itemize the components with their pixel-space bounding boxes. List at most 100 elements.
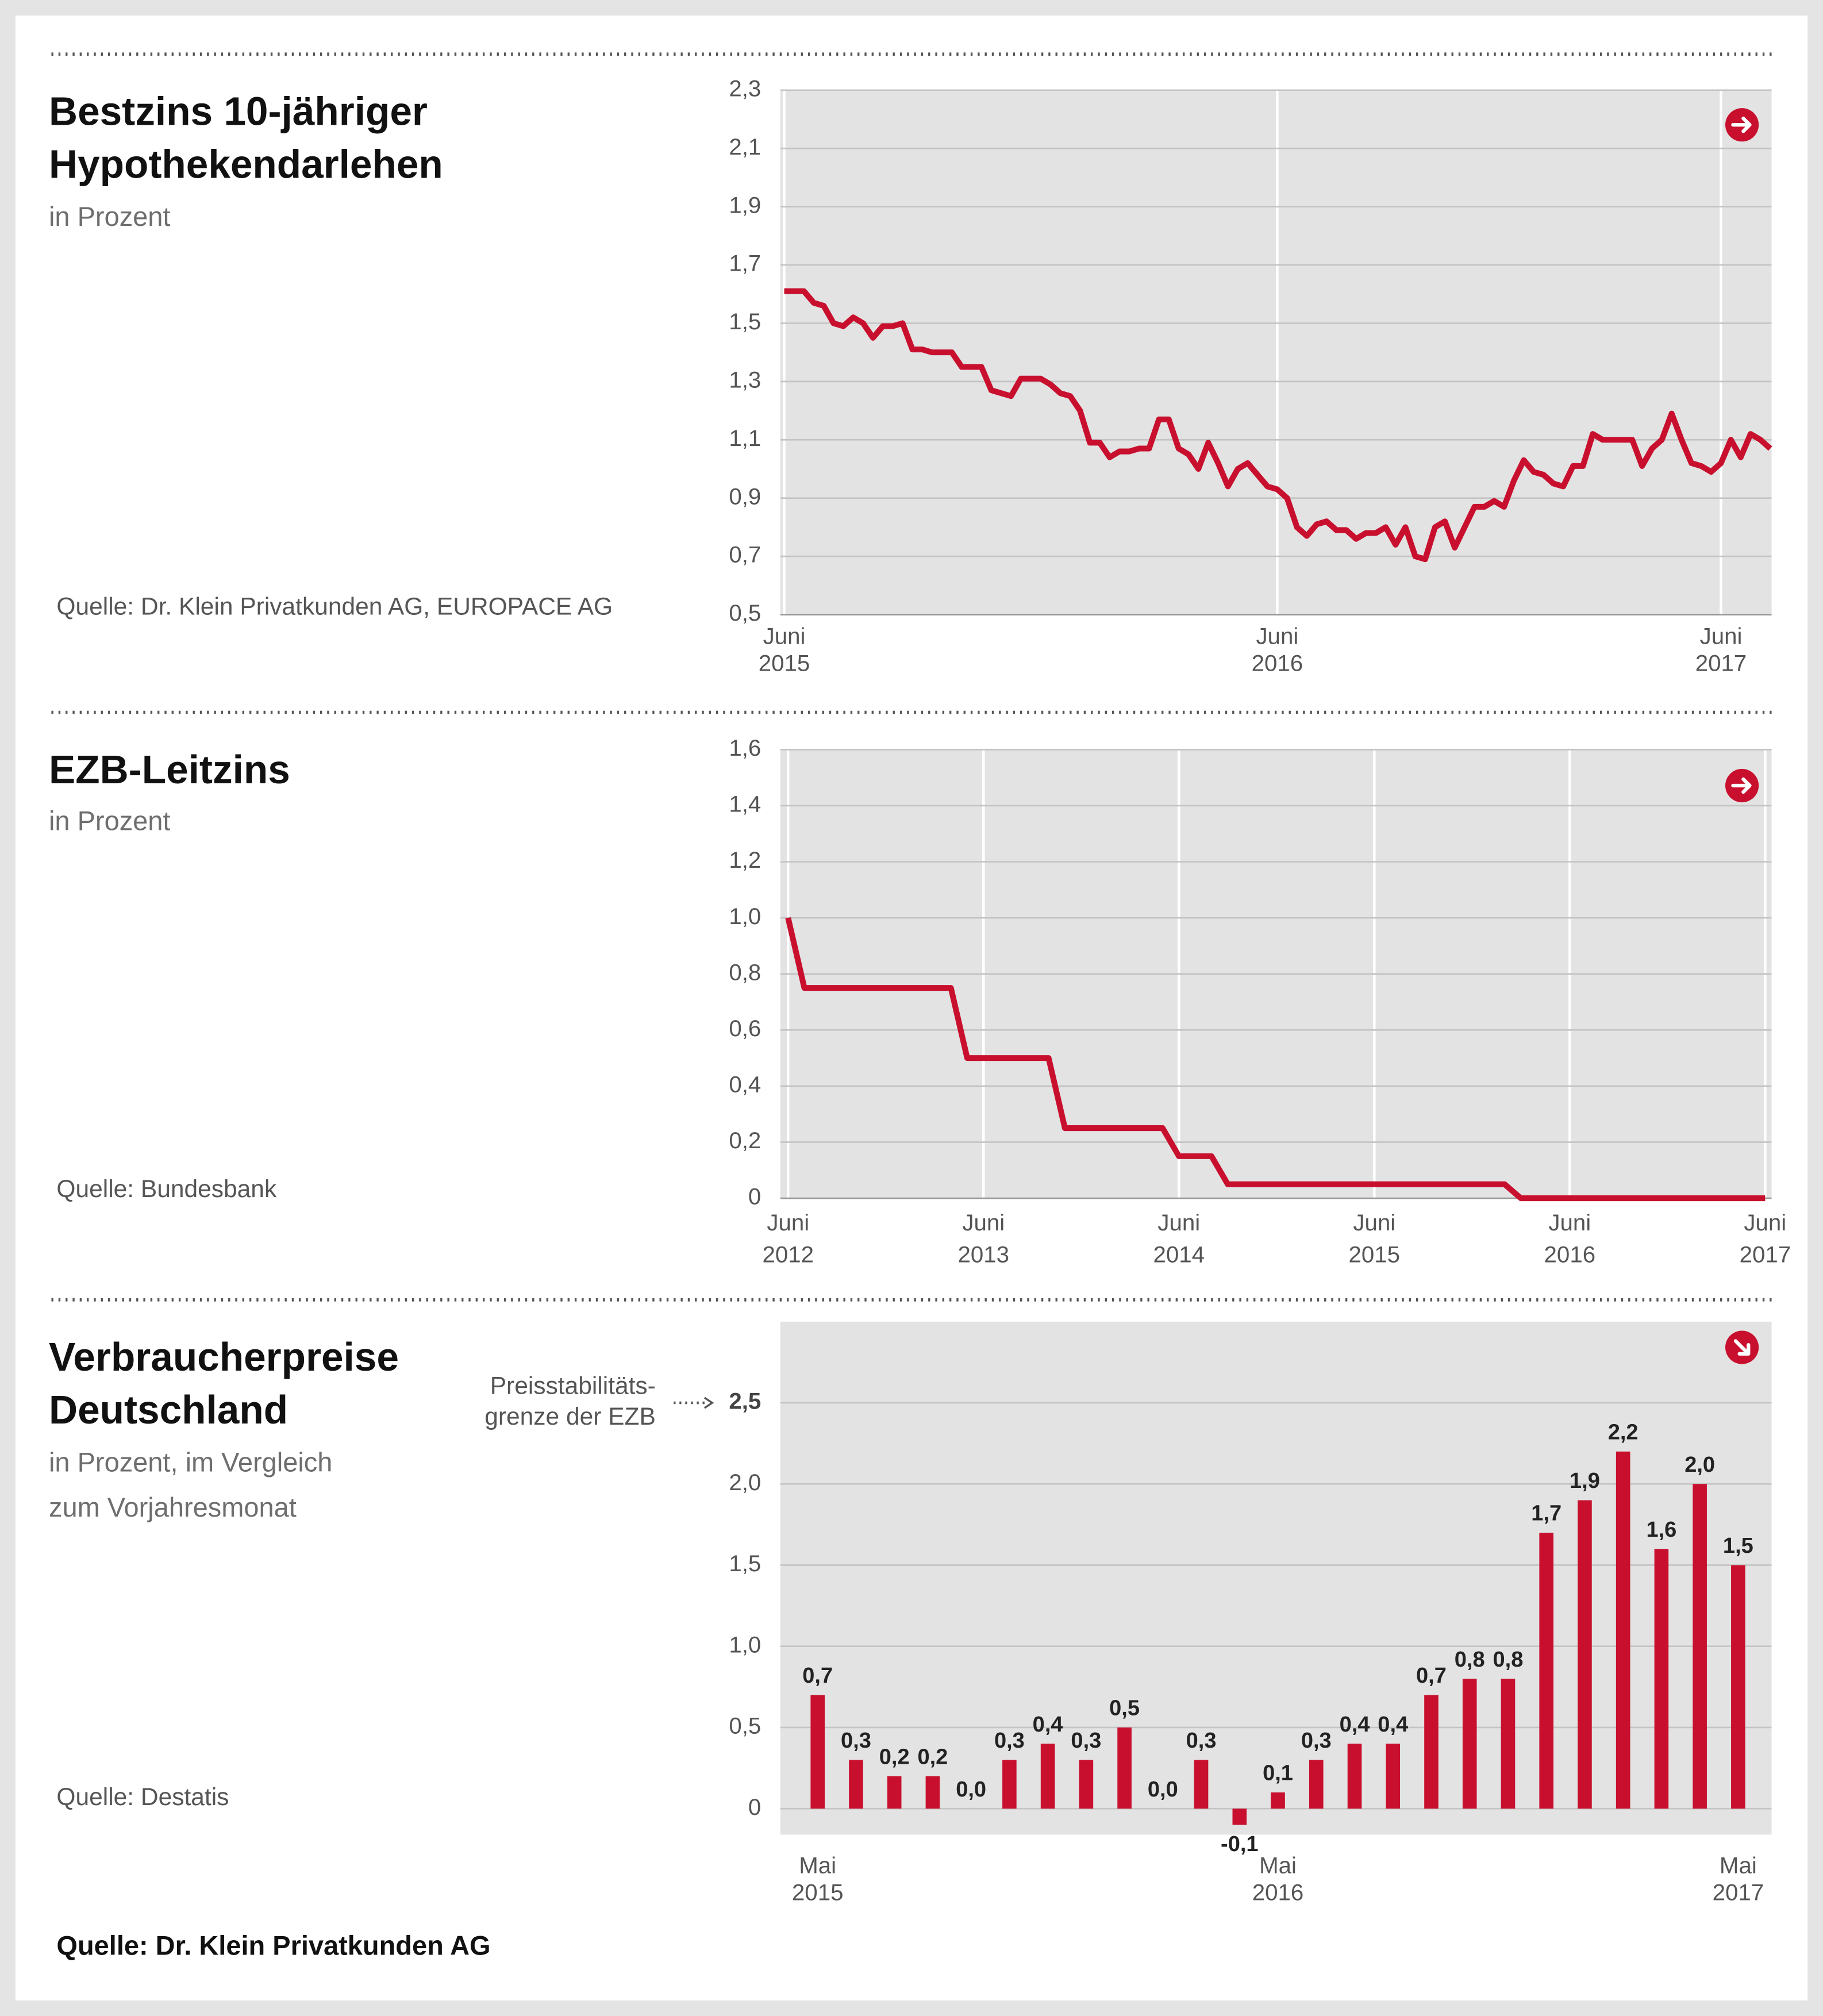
bar (1693, 1484, 1707, 1809)
source: Quelle: Dr. Klein Privatkunden AG, EUROP… (56, 594, 613, 621)
value-label: 1,9 (1570, 1469, 1600, 1493)
line (784, 288, 1772, 563)
trend-icon-arrow (1731, 116, 1752, 133)
bar (1731, 1565, 1745, 1809)
value-label: -0,1 (1221, 1832, 1259, 1856)
bar (849, 1760, 863, 1809)
value-label: 0,4 (1378, 1713, 1408, 1737)
bar (1079, 1760, 1094, 1809)
y-tick-label: 1,0 (729, 903, 761, 929)
bar (1578, 1500, 1592, 1809)
plot-area (780, 1321, 1772, 1835)
bar (1271, 1792, 1285, 1809)
bar (925, 1776, 940, 1809)
chart-title: Verbraucherpreise (49, 1334, 399, 1379)
value-label: 0,3 (841, 1729, 871, 1753)
y-tick-label: 1,0 (729, 1632, 761, 1657)
value-label: 0,7 (1416, 1664, 1447, 1688)
y-tick-label: 1,6 (729, 735, 761, 761)
source: Quelle: Bundesbank (56, 1176, 277, 1203)
bar (1347, 1744, 1362, 1809)
annotation: Preisstabilitäts- (490, 1372, 656, 1399)
bar (1424, 1695, 1439, 1809)
trend-icon-arrow (1733, 1339, 1751, 1356)
chart-title: EZB-Leitzins (49, 747, 290, 792)
bar (1462, 1679, 1477, 1809)
y-tick-label: 2,5 (729, 1388, 761, 1414)
chart-title: Hypothekendarlehen (49, 141, 443, 186)
y-tick-label: 2,0 (729, 1469, 761, 1495)
trend-icon-arrow (1731, 777, 1752, 794)
chart-subtitle: zum Vorjahresmonat (49, 1492, 297, 1522)
y-tick-label: 1,1 (729, 425, 761, 451)
x-tick-label: Juni 2015 (759, 623, 810, 676)
value-label: 1,6 (1646, 1518, 1676, 1542)
x-tick-label: Mai 2015 (792, 1852, 844, 1905)
y-tick-label: 0,5 (729, 600, 761, 626)
y-tick-label: 0 (748, 1794, 761, 1820)
line (785, 917, 1766, 1202)
bar (1616, 1451, 1630, 1809)
value-label: 0,0 (1148, 1778, 1178, 1802)
bar (1309, 1760, 1324, 1809)
value-label: 1,5 (1723, 1534, 1753, 1558)
source: Quelle: Destatis (56, 1784, 229, 1811)
y-tick-label: 0,6 (729, 1015, 761, 1041)
bar (1117, 1727, 1132, 1809)
y-tick-label: 1,3 (729, 367, 761, 393)
chart-subtitle: in Prozent (49, 201, 170, 232)
x-tick-label: Juni 2014 (1153, 1209, 1205, 1267)
value-label: 2,0 (1684, 1453, 1715, 1477)
y-tick-label: 1,7 (729, 251, 761, 276)
bar (1654, 1549, 1669, 1809)
value-label: 0,4 (1033, 1713, 1063, 1737)
y-tick-label: 0,2 (729, 1128, 761, 1153)
y-tick-label: 0,8 (729, 959, 761, 985)
value-label: 1,7 (1531, 1502, 1562, 1526)
value-label: 0,5 (1109, 1696, 1140, 1721)
y-tick-label: 2,3 (729, 75, 761, 101)
x-tick-label: Mai 2017 (1713, 1852, 1764, 1905)
y-tick-label: 1,5 (729, 309, 761, 334)
value-label: 0,3 (1071, 1729, 1101, 1753)
chart-title: Deutschland (49, 1387, 288, 1432)
y-tick-label: 0,7 (729, 542, 761, 568)
value-label: 0,3 (1186, 1729, 1217, 1753)
x-tick-label: Juni 2017 (1740, 1209, 1791, 1267)
value-label: 0,3 (994, 1729, 1025, 1753)
chart-title: Bestzins 10-jähriger (49, 89, 428, 134)
x-tick-label: Mai 2016 (1252, 1852, 1304, 1905)
x-tick-label: Juni 2016 (1544, 1209, 1596, 1267)
trend-icon (1725, 768, 1759, 803)
x-tick-label: Juni 2013 (957, 1209, 1009, 1267)
value-label: 0,2 (879, 1745, 910, 1769)
chart-subtitle: in Prozent (49, 805, 170, 836)
annotation-arrowhead (703, 1396, 714, 1409)
x-tick-label: Juni 2016 (1252, 623, 1303, 676)
y-tick-label: 0,4 (729, 1072, 761, 1098)
bar (1501, 1679, 1516, 1809)
y-tick-label: 1,5 (729, 1551, 761, 1576)
x-tick-label: Juni 2015 (1349, 1209, 1401, 1267)
bar (1232, 1809, 1247, 1825)
value-label: 2,2 (1608, 1421, 1639, 1445)
y-tick-label: 1,4 (729, 791, 761, 817)
y-tick-label: 1,2 (729, 847, 761, 873)
value-label: 0,3 (1301, 1729, 1332, 1753)
value-label: 0,1 (1263, 1761, 1293, 1786)
value-label: 0,8 (1455, 1648, 1485, 1672)
y-tick-label: 1,9 (729, 192, 761, 218)
y-tick-label: 0,9 (729, 483, 761, 509)
value-label: 0,8 (1493, 1648, 1524, 1672)
y-tick-label: 0,5 (729, 1713, 761, 1739)
bar (1002, 1760, 1017, 1809)
bar (1194, 1760, 1209, 1809)
bar (1040, 1744, 1055, 1809)
trend-icon (1725, 108, 1759, 142)
bar (887, 1776, 902, 1809)
annotation: grenze der EZB (484, 1403, 656, 1430)
chart-subtitle: in Prozent, im Vergleich (49, 1447, 332, 1478)
footer-source: Quelle: Dr. Klein Privatkunden AG (56, 1930, 490, 1961)
